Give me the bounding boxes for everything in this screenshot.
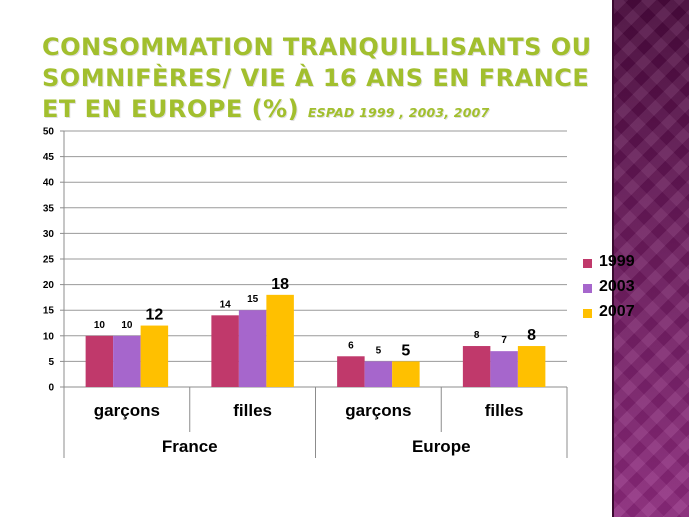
data-label: 10	[121, 320, 133, 331]
slide-title: Consommation tranquillisants ou somnifèr…	[42, 32, 612, 128]
legend-swatch-2007	[583, 309, 592, 318]
category-label: garçons	[94, 401, 160, 420]
data-label: 8	[527, 327, 536, 344]
title-sub: ESPAD 1999 , 2003, 2007	[307, 105, 490, 120]
legend-label-2007: 2007	[599, 303, 635, 320]
bar-1999	[337, 356, 365, 387]
data-label: 10	[94, 320, 106, 331]
legend-label-1999: 1999	[599, 253, 635, 270]
bar-1999	[211, 315, 239, 387]
legend-label-2003: 2003	[599, 278, 635, 295]
y-tick-label: 50	[43, 127, 55, 138]
group-label: France	[162, 437, 218, 456]
y-tick-label: 45	[43, 152, 55, 163]
side-panel-edge	[612, 0, 614, 517]
bar-2003	[364, 361, 393, 387]
data-label: 5	[376, 345, 382, 356]
y-tick-label: 40	[43, 178, 55, 189]
category-label: filles	[233, 401, 272, 420]
y-tick-label: 35	[43, 203, 55, 214]
legend-swatch-1999	[583, 259, 592, 268]
category-label: filles	[485, 401, 524, 420]
bar-2007	[517, 346, 546, 387]
title-main: Consommation tranquillisants ou somnifèr…	[42, 33, 592, 123]
data-label: 18	[271, 276, 289, 293]
data-label: 7	[501, 335, 507, 346]
data-label: 6	[348, 340, 354, 351]
data-label: 14	[220, 299, 232, 310]
y-tick-label: 20	[43, 280, 55, 291]
bar-2003	[113, 335, 141, 387]
y-tick-label: 5	[48, 357, 54, 368]
data-label: 12	[145, 307, 163, 324]
y-tick-label: 25	[43, 255, 55, 266]
y-tick-label: 0	[48, 383, 54, 394]
bar-2007	[266, 294, 294, 387]
data-label: 15	[247, 294, 259, 305]
category-label: garçons	[345, 401, 411, 420]
y-tick-label: 15	[43, 306, 55, 317]
group-label: Europe	[412, 437, 471, 456]
legend-swatch-2003	[583, 284, 592, 293]
bar-2003	[238, 310, 267, 387]
bar-2007	[140, 325, 169, 387]
bar-2007	[392, 361, 420, 387]
y-tick-label: 10	[43, 331, 55, 342]
data-label: 8	[474, 330, 480, 341]
decorative-side-panel	[614, 0, 689, 517]
bar-2003	[490, 351, 518, 387]
bar-1999	[85, 335, 114, 387]
bar-1999	[462, 346, 491, 387]
y-tick-label: 30	[43, 229, 55, 240]
data-label: 5	[401, 342, 410, 359]
